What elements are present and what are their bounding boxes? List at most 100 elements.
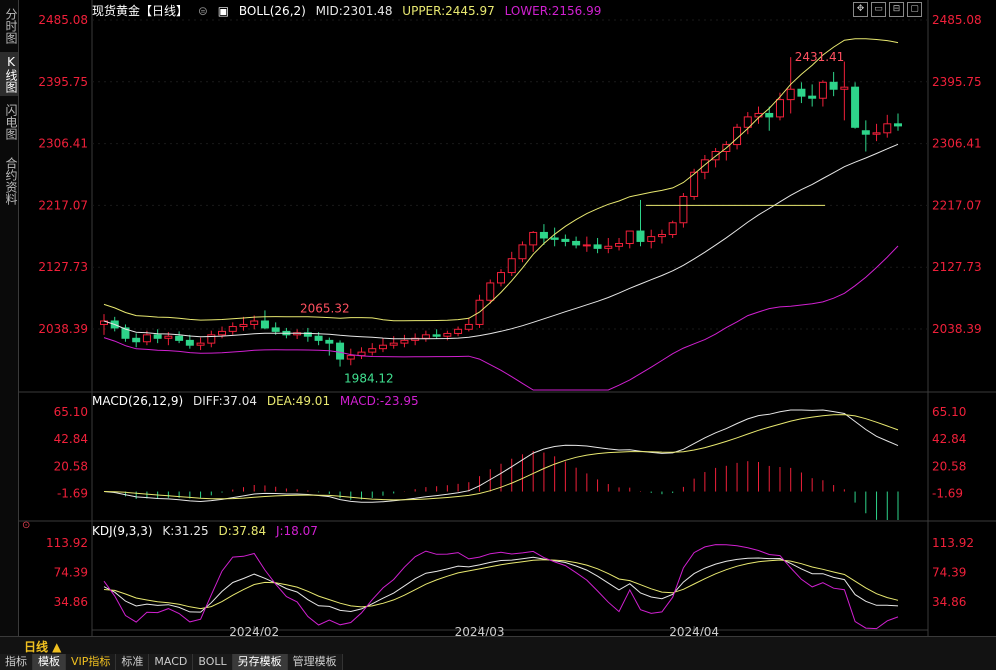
candle-body	[196, 342, 205, 346]
period-bar: 日线 ▲	[0, 637, 996, 654]
candle-body	[572, 240, 581, 246]
candle-body	[239, 323, 248, 328]
tab-kline[interactable]: K线图	[0, 52, 18, 96]
candle-body	[368, 348, 377, 353]
kdj-k-line	[103, 556, 899, 613]
candle-body	[593, 244, 602, 249]
x-axis-month-label: 2024/03	[455, 625, 505, 636]
candle-body	[647, 236, 656, 242]
tab-contract-info[interactable]: 合约资料	[4, 157, 18, 205]
kdj-left-tick-label: 74.39	[54, 566, 88, 580]
candle-body	[164, 335, 173, 339]
candle-body	[260, 320, 269, 329]
macd-value: MACD:-23.95	[339, 394, 419, 408]
boll-mid-line	[103, 143, 899, 340]
macd-diff: DIFF:37.04	[192, 394, 258, 408]
tab-vip-indicator[interactable]: VIP指标	[66, 654, 117, 670]
candle-body	[378, 344, 387, 350]
candle-body	[207, 334, 216, 344]
kdj-right-tick-label: 34.86	[932, 595, 966, 609]
candle-body	[668, 222, 677, 236]
move-icon[interactable]: ✥	[853, 2, 868, 17]
kdj-left-tick-label: 34.86	[54, 595, 88, 609]
maximize-icon[interactable]: ▢	[907, 2, 922, 17]
main-right-tick-label: 2217.07	[932, 198, 982, 212]
candle-body	[336, 342, 345, 360]
candle-body	[153, 334, 162, 339]
candle-body	[175, 335, 184, 341]
boll-upper-line	[103, 38, 899, 322]
candle-body	[786, 88, 795, 101]
template-tabs: 指标 模板 VIP指标 标准 MACD BOLL 另存模板 管理模板	[0, 654, 343, 670]
main-header: 现货黄金【日线】 ⊜ ▣ BOLL(26,2) MID:2301.48 UPPE…	[92, 2, 607, 19]
kdj-d-line	[103, 559, 899, 610]
tab-boll[interactable]: BOLL	[193, 654, 233, 670]
candle-body	[808, 95, 817, 99]
candle-body	[561, 238, 570, 242]
candle-body	[529, 231, 538, 246]
kdj-settings-icon[interactable]: ⊙	[22, 520, 31, 531]
candle-body	[357, 351, 366, 357]
candle-body	[185, 339, 194, 346]
candle-body	[765, 112, 774, 118]
main-left-tick-label: 2038.39	[38, 322, 88, 336]
kdj-d: D:37.84	[218, 524, 267, 538]
candle-body	[121, 327, 130, 339]
kdj-j-line	[103, 544, 899, 630]
boll-lower-line	[103, 245, 899, 391]
settings-icon[interactable]: ⊜	[197, 4, 208, 18]
candle-body	[454, 328, 463, 334]
x-axis-month-label: 2024/04	[669, 625, 719, 636]
instrument-title: 现货黄金【日线】	[92, 4, 189, 18]
candle-body	[228, 326, 237, 332]
candle-body	[325, 339, 334, 344]
tab-timeshare[interactable]: 分时图	[4, 8, 18, 44]
candle-body	[550, 237, 559, 240]
chart-svg[interactable]: 2485.08 2485.08 2395.75 2395.75 2306.41 2306.…	[18, 0, 996, 636]
candle-body	[100, 320, 108, 325]
main-left-tick-label: 2306.41	[38, 137, 88, 151]
candle-body	[539, 231, 548, 239]
high-marker-label: 2431.41	[795, 50, 845, 64]
main-right-tick-label: 2395.75	[932, 75, 982, 89]
indicator-checkbox[interactable]: ▣	[217, 4, 230, 18]
period-selector[interactable]: 日线 ▲	[24, 640, 62, 654]
bottom-bar: 日线 ▲ 指标 模板 VIP指标 标准 MACD BOLL 另存模板 管理模板	[0, 636, 996, 670]
macd-right-tick-label: -1.69	[932, 487, 963, 501]
window-controls: ✥ ▭ ⊟ ▢	[853, 2, 922, 17]
tab-indicator[interactable]: 指标	[0, 654, 33, 670]
toggle-icon[interactable]: ⊟	[889, 2, 904, 17]
candle-body	[314, 335, 323, 341]
kdj-k: K:31.25	[162, 524, 209, 538]
tab-save-template[interactable]: 另存模板	[232, 654, 288, 670]
candle-body	[486, 282, 495, 301]
tab-template[interactable]: 模板	[33, 654, 66, 670]
split-icon[interactable]: ▭	[871, 2, 886, 17]
left-high-marker-label: 2065.32	[300, 301, 350, 315]
candle-body	[346, 355, 355, 360]
candle-body	[851, 86, 860, 128]
candle-body	[894, 123, 902, 127]
macd-dea: DEA:49.01	[266, 394, 331, 408]
candle-body	[733, 126, 742, 146]
main-right-tick-label: 2485.08	[932, 13, 982, 27]
tab-standard[interactable]: 标准	[116, 654, 150, 670]
candle-body	[775, 99, 784, 118]
candle-body	[883, 123, 892, 134]
candle-body	[582, 244, 591, 247]
candle-body	[615, 243, 624, 247]
tab-macd[interactable]: MACD	[149, 654, 194, 670]
kdj-right-tick-label: 113.92	[932, 536, 974, 550]
tab-lightning[interactable]: 闪电图	[4, 104, 18, 140]
candle-body	[679, 195, 688, 224]
kdj-right-tick-label: 74.39	[932, 566, 966, 580]
candle-body	[861, 130, 870, 135]
macd-diff-line	[103, 409, 899, 503]
macd-label: MACD(26,12,9)	[92, 394, 184, 408]
boll-label: BOLL(26,2)	[238, 4, 306, 18]
candle-body	[829, 81, 838, 90]
chart-area[interactable]: 2485.08 2485.08 2395.75 2395.75 2306.41 2306.…	[18, 0, 996, 636]
candle-body	[743, 116, 752, 128]
candle-body	[303, 332, 312, 337]
tab-manage-template[interactable]: 管理模板	[287, 654, 343, 670]
